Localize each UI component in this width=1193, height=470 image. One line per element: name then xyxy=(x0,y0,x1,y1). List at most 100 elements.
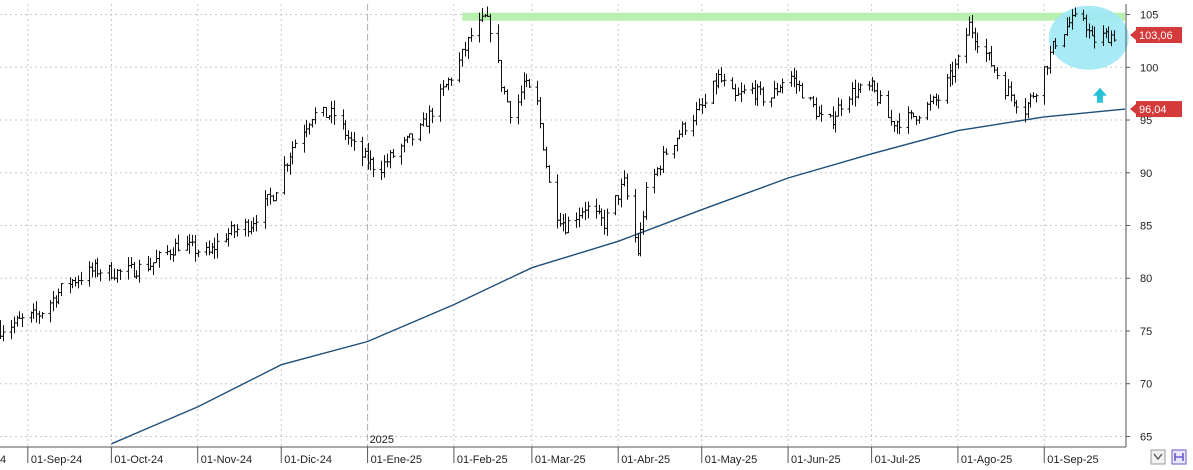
price-bar xyxy=(761,86,766,107)
price-bar xyxy=(251,217,256,232)
price-bar xyxy=(1028,93,1033,108)
price-bar xyxy=(547,165,552,183)
price-bar xyxy=(775,82,780,96)
price-bar xyxy=(580,207,585,219)
price-bar xyxy=(638,222,643,257)
price-bar xyxy=(984,38,989,63)
price-bar xyxy=(522,72,527,100)
price-bar xyxy=(165,245,170,256)
price-bar xyxy=(619,178,624,208)
price-bar xyxy=(950,61,955,86)
price-bar xyxy=(496,24,501,64)
price-bar xyxy=(15,315,20,327)
moving-average-line xyxy=(111,108,1126,445)
price-bar xyxy=(711,80,716,105)
price-bar xyxy=(833,111,838,133)
price-bar xyxy=(349,131,354,147)
price-bar xyxy=(778,84,783,93)
price-bar xyxy=(691,114,696,137)
price-bar xyxy=(407,133,412,139)
price-bar xyxy=(889,109,894,126)
price-bar xyxy=(93,259,98,278)
up-arrow-icon xyxy=(1092,87,1107,103)
price-bar xyxy=(137,259,142,283)
price-bar xyxy=(703,93,708,109)
price-bar xyxy=(176,234,181,252)
price-bar xyxy=(519,85,524,106)
scroll-down-button[interactable] xyxy=(1150,449,1166,465)
x-tick-label: 01-Jun-25 xyxy=(791,454,841,466)
chart-settings-button[interactable] xyxy=(1171,449,1187,465)
price-bar xyxy=(987,52,992,61)
price-bar xyxy=(332,100,337,125)
price-bar xyxy=(293,139,298,149)
price-bar xyxy=(134,270,139,280)
price-tag-pointer xyxy=(1130,30,1136,41)
price-bar xyxy=(577,207,582,228)
price-bar xyxy=(953,58,958,83)
price-bar xyxy=(586,201,591,219)
price-bar xyxy=(399,143,404,165)
price-bar xyxy=(243,218,248,237)
price-bar xyxy=(193,235,198,262)
price-bar xyxy=(321,106,326,117)
y-tick-label: 105 xyxy=(1140,10,1158,22)
price-bar xyxy=(1112,30,1117,42)
price-bar xyxy=(215,232,220,259)
price-bar xyxy=(290,141,295,165)
price-bar xyxy=(157,250,162,268)
price-bar xyxy=(204,242,209,256)
price-bar xyxy=(850,82,855,106)
price-bar xyxy=(831,106,836,130)
annotation-layer xyxy=(462,5,1129,103)
price-bar xyxy=(753,80,758,106)
price-bar xyxy=(40,312,45,319)
price-bar xyxy=(109,261,114,280)
price-bars-layer xyxy=(0,6,1117,342)
price-bar xyxy=(371,157,376,178)
price-bar xyxy=(17,311,22,319)
price-bar xyxy=(185,235,190,251)
price-bar xyxy=(928,94,933,111)
price-bar xyxy=(385,153,390,168)
price-bar xyxy=(352,131,357,151)
price-bar xyxy=(856,82,861,99)
moving-average-layer xyxy=(111,108,1126,445)
price-bar xyxy=(714,72,719,95)
price-bar xyxy=(992,65,997,73)
price-bar xyxy=(789,71,794,87)
price-tag: 96,04 xyxy=(1130,101,1182,118)
price-bar xyxy=(917,115,922,124)
price-bar xyxy=(541,122,546,151)
x-tick-label: 01-Sep-25 xyxy=(1047,454,1098,466)
price-bar xyxy=(224,233,229,243)
chart-controls xyxy=(1150,449,1187,465)
price-bar xyxy=(625,173,630,200)
price-bar xyxy=(672,144,677,159)
price-bar xyxy=(858,83,863,93)
price-bar xyxy=(613,195,618,216)
price-bar xyxy=(37,310,42,324)
price-bar xyxy=(878,90,883,104)
price-tag-pointer xyxy=(1130,104,1136,115)
price-bar xyxy=(154,249,159,264)
x-tick-label: 01-Nov-24 xyxy=(201,454,252,466)
price-bar xyxy=(368,150,373,171)
price-bar xyxy=(742,84,747,94)
price-bar xyxy=(402,136,407,153)
price-bar xyxy=(115,269,120,283)
price-bar xyxy=(658,165,663,176)
price-bar xyxy=(722,73,727,87)
x-tick-label: 01-Mar-25 xyxy=(535,454,586,466)
price-bar xyxy=(989,46,994,67)
price-bar xyxy=(263,190,268,229)
price-bar xyxy=(229,221,234,236)
price-bar xyxy=(285,163,290,172)
price-bar xyxy=(51,291,56,312)
price-bar xyxy=(895,120,900,134)
price-bar xyxy=(808,96,813,101)
price-bar xyxy=(48,300,53,323)
y-tick-label: 85 xyxy=(1140,221,1152,233)
price-bar xyxy=(975,32,980,54)
